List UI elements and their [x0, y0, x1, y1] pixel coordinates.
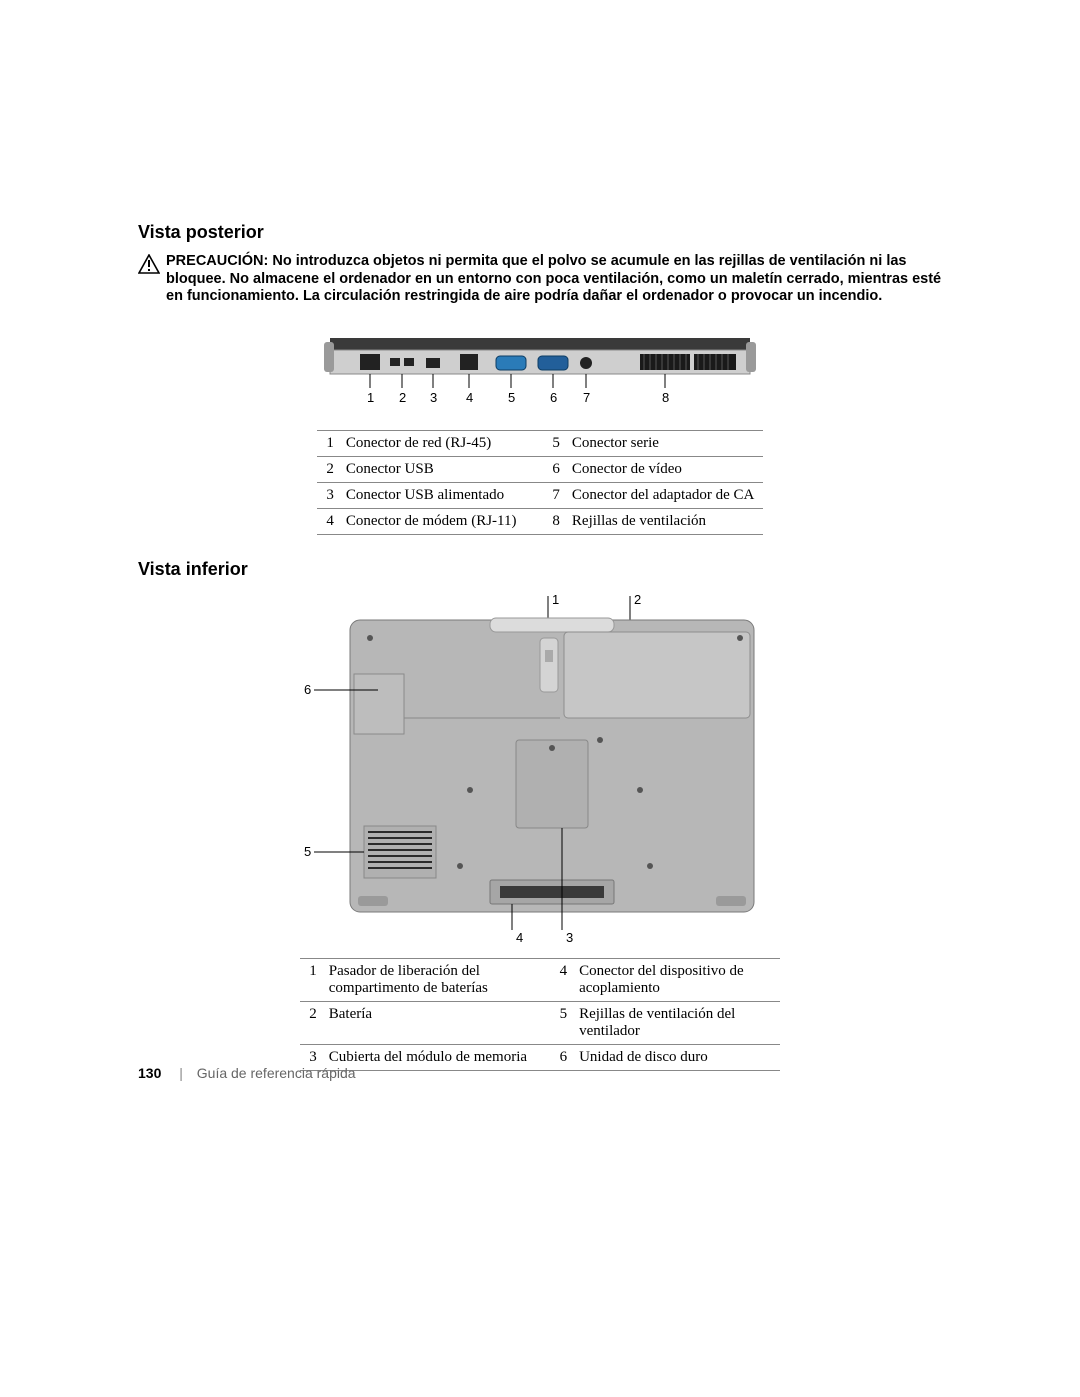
port-usb-powered [426, 358, 440, 368]
screw-mem [549, 745, 555, 751]
table-row: 2Conector USB6Conector de vídeo [317, 457, 763, 483]
bottom-battery-latch [540, 638, 558, 692]
diagram-rear-view: 1 2 3 4 5 6 7 8 [138, 332, 942, 422]
legend-num: 6 [550, 1045, 573, 1071]
port-rj45 [360, 354, 380, 370]
legend-label: Batería [323, 1002, 551, 1045]
svg-text:7: 7 [583, 390, 590, 405]
legend-label: Pasador de liberación del compartimento … [323, 959, 551, 1002]
caution-body: No introduzca objetos ni permita que el … [166, 253, 941, 304]
page-number: 130 [138, 1065, 161, 1081]
svg-text:4: 4 [466, 390, 473, 405]
port-usb-1 [390, 358, 400, 366]
legend-num: 4 [317, 509, 340, 535]
legend-label: Unidad de disco duro [573, 1045, 780, 1071]
legend-num: 2 [317, 457, 340, 483]
page-footer: 130 | Guía de referencia rápida [138, 1065, 356, 1081]
rear-lid-edge [330, 338, 750, 350]
legend-label: Conector de módem (RJ-11) [340, 509, 543, 535]
heading-vista-inferior: Vista inferior [138, 559, 942, 580]
legend-label: Cubierta del módulo de memoria [323, 1045, 551, 1071]
table-row: 2Batería5Rejillas de ventilación del ven… [300, 1002, 780, 1045]
table-row: 1Pasador de liberación del compartimento… [300, 959, 780, 1002]
svg-text:2: 2 [399, 390, 406, 405]
rear-vents [640, 354, 736, 370]
legend-label: Conector USB [340, 457, 543, 483]
callout-1: 1 [552, 592, 559, 607]
port-vga [538, 356, 568, 370]
port-usb-2 [404, 358, 414, 366]
port-serial [496, 356, 526, 370]
table-row: 4Conector de módem (RJ-11)8Rejillas de v… [317, 509, 763, 535]
legend-num: 7 [543, 483, 566, 509]
legend-label: Rejillas de ventilación del ventilador [573, 1002, 780, 1045]
rear-callout-numbers: 1 2 3 4 5 6 7 8 [367, 390, 669, 405]
svg-text:8: 8 [662, 390, 669, 405]
legend-num: 6 [543, 457, 566, 483]
legend-num: 1 [317, 431, 340, 457]
table-row: 3Cubierta del módulo de memoria6Unidad d… [300, 1045, 780, 1071]
memory-cover [516, 740, 588, 828]
callout-4: 4 [516, 930, 523, 945]
dock-connector [500, 886, 604, 898]
svg-text:1: 1 [367, 390, 374, 405]
port-rj11 [460, 354, 478, 370]
warning-triangle-icon [138, 254, 160, 279]
callout-2: 2 [634, 592, 641, 607]
foot-left [358, 896, 388, 906]
callout-6: 6 [304, 682, 311, 697]
latch-slider [545, 650, 553, 662]
table-row: 1Conector de red (RJ-45)5Conector serie [317, 431, 763, 457]
rear-callout-lines [370, 374, 665, 388]
caution-label: PRECAUCIÓN: [166, 253, 268, 269]
legend-label: Conector de red (RJ-45) [340, 431, 543, 457]
svg-text:3: 3 [430, 390, 437, 405]
bottom-hinge [490, 618, 614, 632]
legend-table-rear: 1Conector de red (RJ-45)5Conector serie2… [317, 430, 763, 535]
legend-table-bottom: 1Pasador de liberación del compartimento… [300, 958, 780, 1071]
footer-separator: | [179, 1065, 183, 1081]
legend-num: 4 [550, 959, 573, 1002]
legend-num: 1 [300, 959, 323, 1002]
callout-5: 5 [304, 844, 311, 859]
footer-title: Guía de referencia rápida [197, 1065, 356, 1081]
legend-label: Rejillas de ventilación [566, 509, 763, 535]
table-row: 3Conector USB alimentado7Conector del ad… [317, 483, 763, 509]
legend-label: Conector del adaptador de CA [566, 483, 763, 509]
legend-num: 5 [550, 1002, 573, 1045]
legend-num: 2 [300, 1002, 323, 1045]
rear-corner-left [324, 342, 334, 372]
caution-block: PRECAUCIÓN: No introduzca objetos ni per… [138, 253, 942, 306]
caution-text: PRECAUCIÓN: No introduzca objetos ni per… [166, 253, 942, 306]
legend-label: Conector del dispositivo de acoplamiento [573, 959, 780, 1002]
legend-label: Conector serie [566, 431, 763, 457]
svg-text:5: 5 [508, 390, 515, 405]
diagram-bottom-view: 1 2 [138, 590, 942, 950]
svg-text:6: 6 [550, 390, 557, 405]
rear-corner-right [746, 342, 756, 372]
foot-right [716, 896, 746, 906]
fan-vents [364, 826, 436, 878]
legend-label: Conector de vídeo [566, 457, 763, 483]
callout-3: 3 [566, 930, 573, 945]
legend-label: Conector USB alimentado [340, 483, 543, 509]
hdd-bay [354, 674, 404, 734]
legend-num: 3 [317, 483, 340, 509]
legend-num: 5 [543, 431, 566, 457]
legend-num: 8 [543, 509, 566, 535]
heading-vista-posterior: Vista posterior [138, 222, 942, 243]
bottom-battery [564, 632, 750, 718]
port-ac-adapter [580, 357, 592, 369]
